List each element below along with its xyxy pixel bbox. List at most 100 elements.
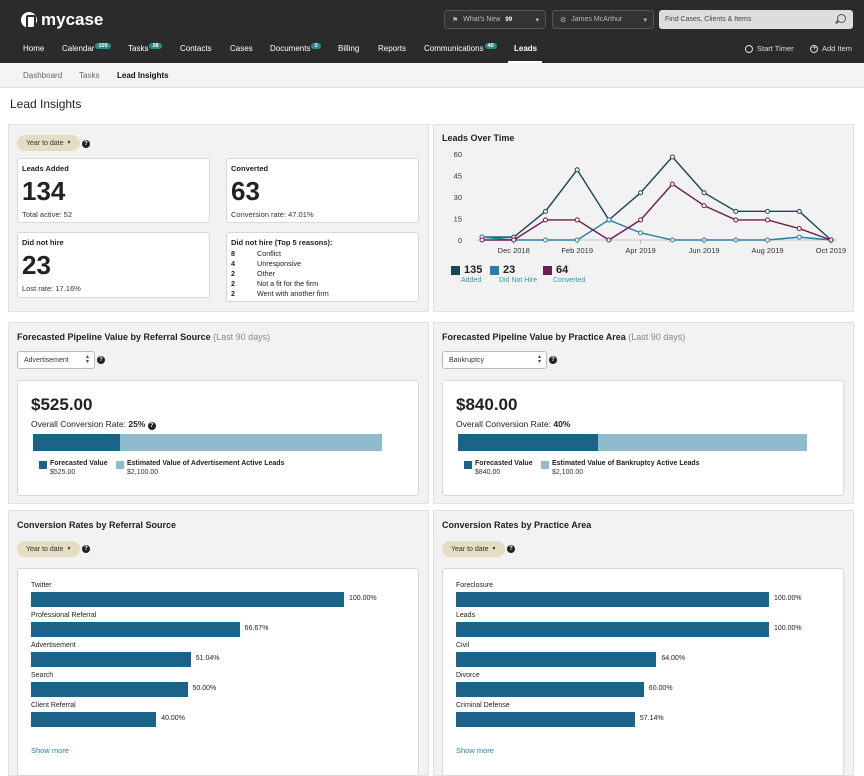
data-point [701, 203, 707, 209]
legend-estimated-label: Estimated Value of Advertisement Active … [127, 460, 285, 467]
nav-badge: 3 [311, 43, 321, 49]
bar-value: 57.14% [639, 715, 664, 722]
leads-over-time-title: Leads Over Time [442, 133, 515, 143]
search-input[interactable]: Find Cases, Clients & Items [659, 10, 853, 29]
nav-label: Home [23, 44, 45, 53]
reasons-card [226, 232, 419, 302]
data-point [701, 237, 707, 243]
practice-area-select[interactable]: Bankruptcy ▴ ▾ [442, 351, 547, 369]
subnav-tasks[interactable]: Tasks [79, 71, 100, 80]
legend-swatch-forecast [464, 461, 472, 469]
x-tick-label: Oct 2019 [816, 246, 846, 255]
legend-forecast-label: Forecasted Value [475, 460, 533, 467]
nav-item-leads[interactable]: Leads [514, 44, 537, 53]
show-more-link[interactable]: Show more [456, 746, 494, 755]
pipeline-practice-bar-fill [458, 434, 598, 451]
whats-new-dropdown[interactable]: ⚑ What's New 99 ▾ [444, 10, 546, 29]
data-point [733, 237, 739, 243]
referral-source-select[interactable]: Advertisement ▴ ▾ [17, 351, 95, 369]
nav-item-calendar[interactable]: Calendar 105 [62, 43, 111, 53]
chevron-down-icon: ▾ [535, 17, 539, 24]
series-line [481, 219, 832, 241]
leads-added-label: Leads Added [22, 164, 69, 173]
conversion-bar [456, 712, 635, 727]
reason-count: 2 [231, 269, 235, 278]
help-icon[interactable]: ? [82, 140, 90, 148]
nav-badge: 40 [484, 43, 497, 49]
conv-practice-title: Conversion Rates by Practice Area [442, 520, 592, 530]
nav-label: Cases [230, 44, 253, 53]
data-point [669, 237, 675, 243]
user-menu-dropdown[interactable]: ⚙ James McArthur ▾ [552, 10, 654, 29]
show-more-link[interactable]: Show more [31, 746, 69, 755]
data-point [574, 217, 580, 223]
conv-referral-title: Conversion Rates by Referral Source [17, 520, 177, 530]
data-point [796, 234, 802, 240]
logo[interactable]: mycase [21, 10, 103, 30]
date-range-filter[interactable]: Year to date ▼ [442, 541, 506, 557]
period-text: (Last 90 days) [213, 332, 271, 342]
subnav-dashboard[interactable]: Dashboard [23, 71, 63, 80]
nav-item-communications[interactable]: Communications 40 [424, 43, 497, 53]
help-icon[interactable]: ? [549, 356, 557, 364]
start-timer-button[interactable]: Start Timer [745, 44, 794, 53]
select-arrows-icon: ▴ ▾ [537, 354, 541, 365]
data-point [765, 208, 771, 214]
legend-estimated-label: Estimated Value of Bankruptcy Active Lea… [552, 460, 700, 467]
add-item-button[interactable]: Add Item [810, 43, 852, 53]
reason-count: 2 [231, 289, 235, 298]
date-range-filter[interactable]: Year to date ▼ [17, 541, 81, 557]
stat-value: 135 [464, 264, 483, 276]
subnav-lead-insights[interactable]: Lead Insights [117, 71, 169, 80]
pipeline-referral-conv: Overall Conversion Rate: 25% ? [31, 419, 156, 430]
y-tick-label: 30 [454, 193, 462, 202]
caret-down-icon: ▼ [491, 546, 497, 552]
date-range-filter[interactable]: Year to date ▼ [17, 135, 81, 151]
filter-label: Year to date [26, 139, 64, 147]
user-name: James McArthur [571, 16, 623, 23]
stat-converted-label: Converted [553, 277, 586, 284]
data-point [796, 208, 802, 214]
whats-new-label: What's New [463, 16, 501, 23]
nav-item-documents[interactable]: Documents 3 [270, 43, 321, 53]
nav-label: Contacts [180, 44, 212, 53]
did-not-hire-value: 23 [22, 250, 51, 280]
help-icon[interactable]: ? [507, 545, 515, 553]
reason-row: 2 Not a fit for the firm [231, 279, 318, 288]
nav-item-tasks[interactable]: Tasks 28 [128, 43, 162, 53]
stat-did-not-hire-label: Did Not Hire [499, 277, 538, 284]
data-point [574, 167, 580, 173]
nav-item-reports[interactable]: Reports [378, 44, 406, 53]
top-bar: mycase ⚑ What's New 99 ▾ ⚙ James McArthu… [0, 0, 864, 63]
conversion-bar [31, 682, 188, 697]
nav-active-indicator [508, 61, 542, 63]
pipeline-referral-bar-fill [33, 434, 121, 451]
help-icon[interactable]: ? [82, 545, 90, 553]
conv-value: 25% [128, 419, 146, 429]
y-tick-label: 45 [454, 172, 462, 181]
did-not-hire-sub: Lost rate: 17.16% [22, 284, 81, 293]
select-value: Bankruptcy [449, 356, 485, 364]
search-icon[interactable] [837, 14, 846, 23]
select-value: Advertisement [24, 356, 69, 364]
bar-value: 50.00% [192, 685, 217, 692]
title-text: Forecasted Pipeline Value by Referral So… [17, 332, 211, 342]
conversion-bar [31, 712, 157, 727]
period-text: (Last 90 days) [628, 332, 686, 342]
bar-label: Foreclosure [456, 582, 493, 589]
nav-item-cases[interactable]: Cases [230, 44, 253, 53]
bar-label: Client Referral [31, 702, 76, 709]
help-icon[interactable]: ? [97, 356, 105, 364]
nav-label: Reports [378, 44, 407, 53]
nav-item-home[interactable]: Home [23, 44, 44, 53]
nav-item-billing[interactable]: Billing [338, 44, 359, 53]
data-point [542, 217, 548, 223]
series-line [482, 183, 832, 241]
bar-label: Twitter [31, 582, 52, 589]
legend-estimated-value: $2,100.00 [127, 469, 159, 476]
data-point [828, 237, 834, 243]
did-not-hire-card [17, 232, 210, 298]
help-icon[interactable]: ? [147, 422, 156, 430]
x-tick-label: Jun 2019 [689, 246, 720, 255]
nav-item-contacts[interactable]: Contacts [180, 44, 212, 53]
